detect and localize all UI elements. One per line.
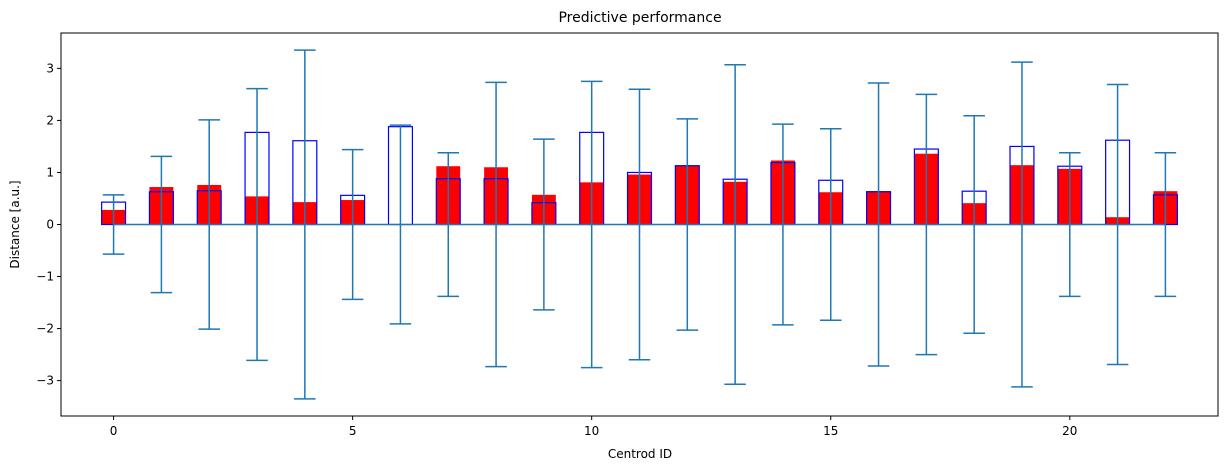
- y-tick-label: −2: [36, 322, 54, 336]
- plot-area: [101, 49, 1178, 400]
- x-tick-label: 5: [349, 424, 357, 438]
- y-axis: −3 −2 −1 0 1 2 3: [36, 61, 61, 388]
- y-tick-label: 3: [46, 61, 54, 75]
- chart-title: Predictive performance: [558, 10, 721, 26]
- x-axis-label: Centrod ID: [608, 447, 672, 461]
- x-tick-label: 20: [1062, 424, 1077, 438]
- x-tick-label: 15: [823, 424, 838, 438]
- y-tick-label: 2: [46, 113, 54, 127]
- y-axis-label: Distance [a.u.]: [8, 180, 22, 268]
- x-tick-label: 10: [584, 424, 599, 438]
- x-axis: 0 5 10 15 20: [110, 416, 1077, 438]
- x-tick-label: 0: [110, 424, 118, 438]
- y-tick-label: −1: [36, 270, 54, 284]
- y-tick-label: −3: [36, 374, 54, 388]
- y-tick-label: 1: [46, 165, 54, 179]
- y-tick-label: 0: [46, 218, 54, 232]
